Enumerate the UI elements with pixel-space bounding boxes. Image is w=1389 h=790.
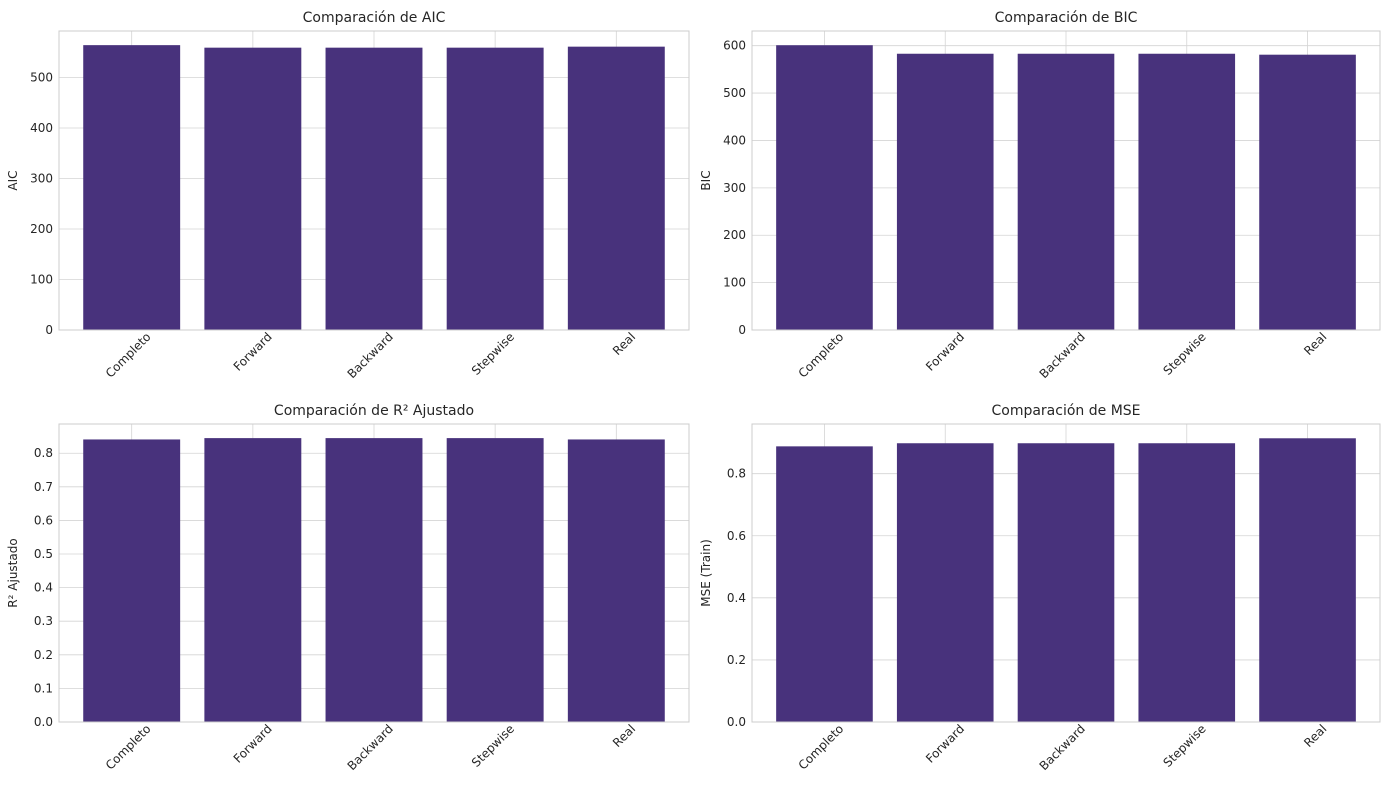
x-tick-label: Real: [1301, 722, 1329, 750]
x-tick-label: Forward: [231, 722, 275, 766]
x-tick-label: Completo: [103, 330, 154, 381]
bar: [204, 438, 302, 722]
bar: [83, 45, 181, 330]
y-tick-label: 0.4: [34, 581, 53, 595]
y-tick-label: 0.6: [727, 529, 746, 543]
bar: [325, 438, 423, 722]
y-tick-label: 0: [738, 323, 746, 337]
bar: [567, 46, 665, 330]
axes-frame: [751, 30, 1381, 331]
x-tick-label: Completo: [796, 722, 847, 773]
bar: [83, 439, 181, 722]
axes-frame: [58, 30, 690, 331]
y-tick-label: 0.5: [34, 547, 53, 561]
x-tick-label: Backward: [1037, 722, 1088, 773]
y-tick-label: 0: [45, 323, 53, 337]
y-tick-label: 200: [723, 228, 746, 242]
y-tick-label: 0.2: [727, 653, 746, 667]
x-tick-label: Stepwise: [469, 722, 517, 770]
y-axis-label: MSE (Train): [699, 539, 713, 607]
x-tick-label: Real: [610, 722, 638, 750]
axes-frame: [751, 423, 1381, 723]
bar: [1017, 53, 1115, 331]
bar: [1259, 54, 1356, 330]
y-tick-label: 0.0: [34, 715, 53, 729]
bar: [446, 47, 544, 330]
x-tick-label: Forward: [923, 330, 967, 374]
y-axis-label: BIC: [699, 170, 713, 190]
y-axis-label: R² Ajustado: [6, 538, 20, 607]
bar: [776, 446, 873, 722]
x-tick-label: Forward: [231, 330, 275, 374]
bar: [325, 47, 423, 330]
chart-panel: 0 100 200 300 400 500 Completo Forward Backward S…: [6, 10, 690, 381]
y-tick-label: 0.4: [727, 591, 746, 605]
y-tick-label: 0.7: [34, 480, 53, 494]
x-tick-label: Stepwise: [469, 330, 517, 378]
y-tick-label: 300: [30, 171, 53, 185]
x-tick-label: Forward: [923, 722, 967, 766]
y-tick-label: 400: [30, 121, 53, 135]
chart-panel: 0 100 200 300 400 500 600 Completo Forward Backwa…: [699, 10, 1381, 381]
y-tick-label: 500: [723, 86, 746, 100]
y-tick-label: 0.1: [34, 681, 53, 695]
x-tick-label: Completo: [796, 330, 847, 381]
bar: [446, 438, 544, 722]
bar: [896, 443, 994, 722]
x-tick-label: Stepwise: [1161, 722, 1209, 770]
axes-frame: [58, 423, 690, 723]
chart-title: Comparación de BIC: [995, 10, 1138, 26]
y-tick-label: 500: [30, 70, 53, 84]
x-tick-label: Completo: [103, 722, 154, 773]
chart-panel: 0.0 0.1 0.2 0.3 0.4 0.5 0.6 0.7 0.8 Completo Forwa…: [6, 403, 690, 773]
y-tick-label: 600: [723, 39, 746, 53]
bar: [1138, 443, 1236, 722]
bar: [204, 47, 302, 330]
y-tick-label: 0.8: [34, 446, 53, 460]
chart-title: Comparación de R² Ajustado: [274, 403, 474, 419]
y-tick-label: 0.6: [34, 513, 53, 527]
x-tick-label: Real: [1301, 330, 1329, 358]
chart-title: Comparación de MSE: [991, 403, 1140, 419]
y-tick-label: 0.0: [727, 715, 746, 729]
x-tick-label: Stepwise: [1161, 330, 1209, 378]
x-tick-label: Backward: [345, 330, 396, 381]
y-tick-label: 100: [723, 276, 746, 290]
bar: [896, 53, 994, 331]
y-tick-label: 0.2: [34, 648, 53, 662]
y-tick-label: 400: [723, 133, 746, 147]
chart-panel: 0.0 0.2 0.4 0.6 0.8 Completo Forward Backward St…: [699, 403, 1381, 773]
x-tick-label: Real: [610, 330, 638, 358]
bar: [567, 439, 665, 722]
bar: [1017, 443, 1115, 722]
y-tick-label: 0.8: [727, 467, 746, 481]
bar: [1138, 53, 1236, 331]
x-tick-label: Backward: [345, 722, 396, 773]
bar: [776, 45, 873, 331]
y-tick-label: 200: [30, 222, 53, 236]
x-tick-label: Backward: [1037, 330, 1088, 381]
y-tick-label: 0.3: [34, 614, 53, 628]
chart-title: Comparación de AIC: [303, 10, 446, 26]
y-tick-label: 300: [723, 181, 746, 195]
bar: [1259, 438, 1356, 722]
y-tick-label: 100: [30, 272, 53, 286]
y-axis-label: AIC: [6, 170, 20, 190]
